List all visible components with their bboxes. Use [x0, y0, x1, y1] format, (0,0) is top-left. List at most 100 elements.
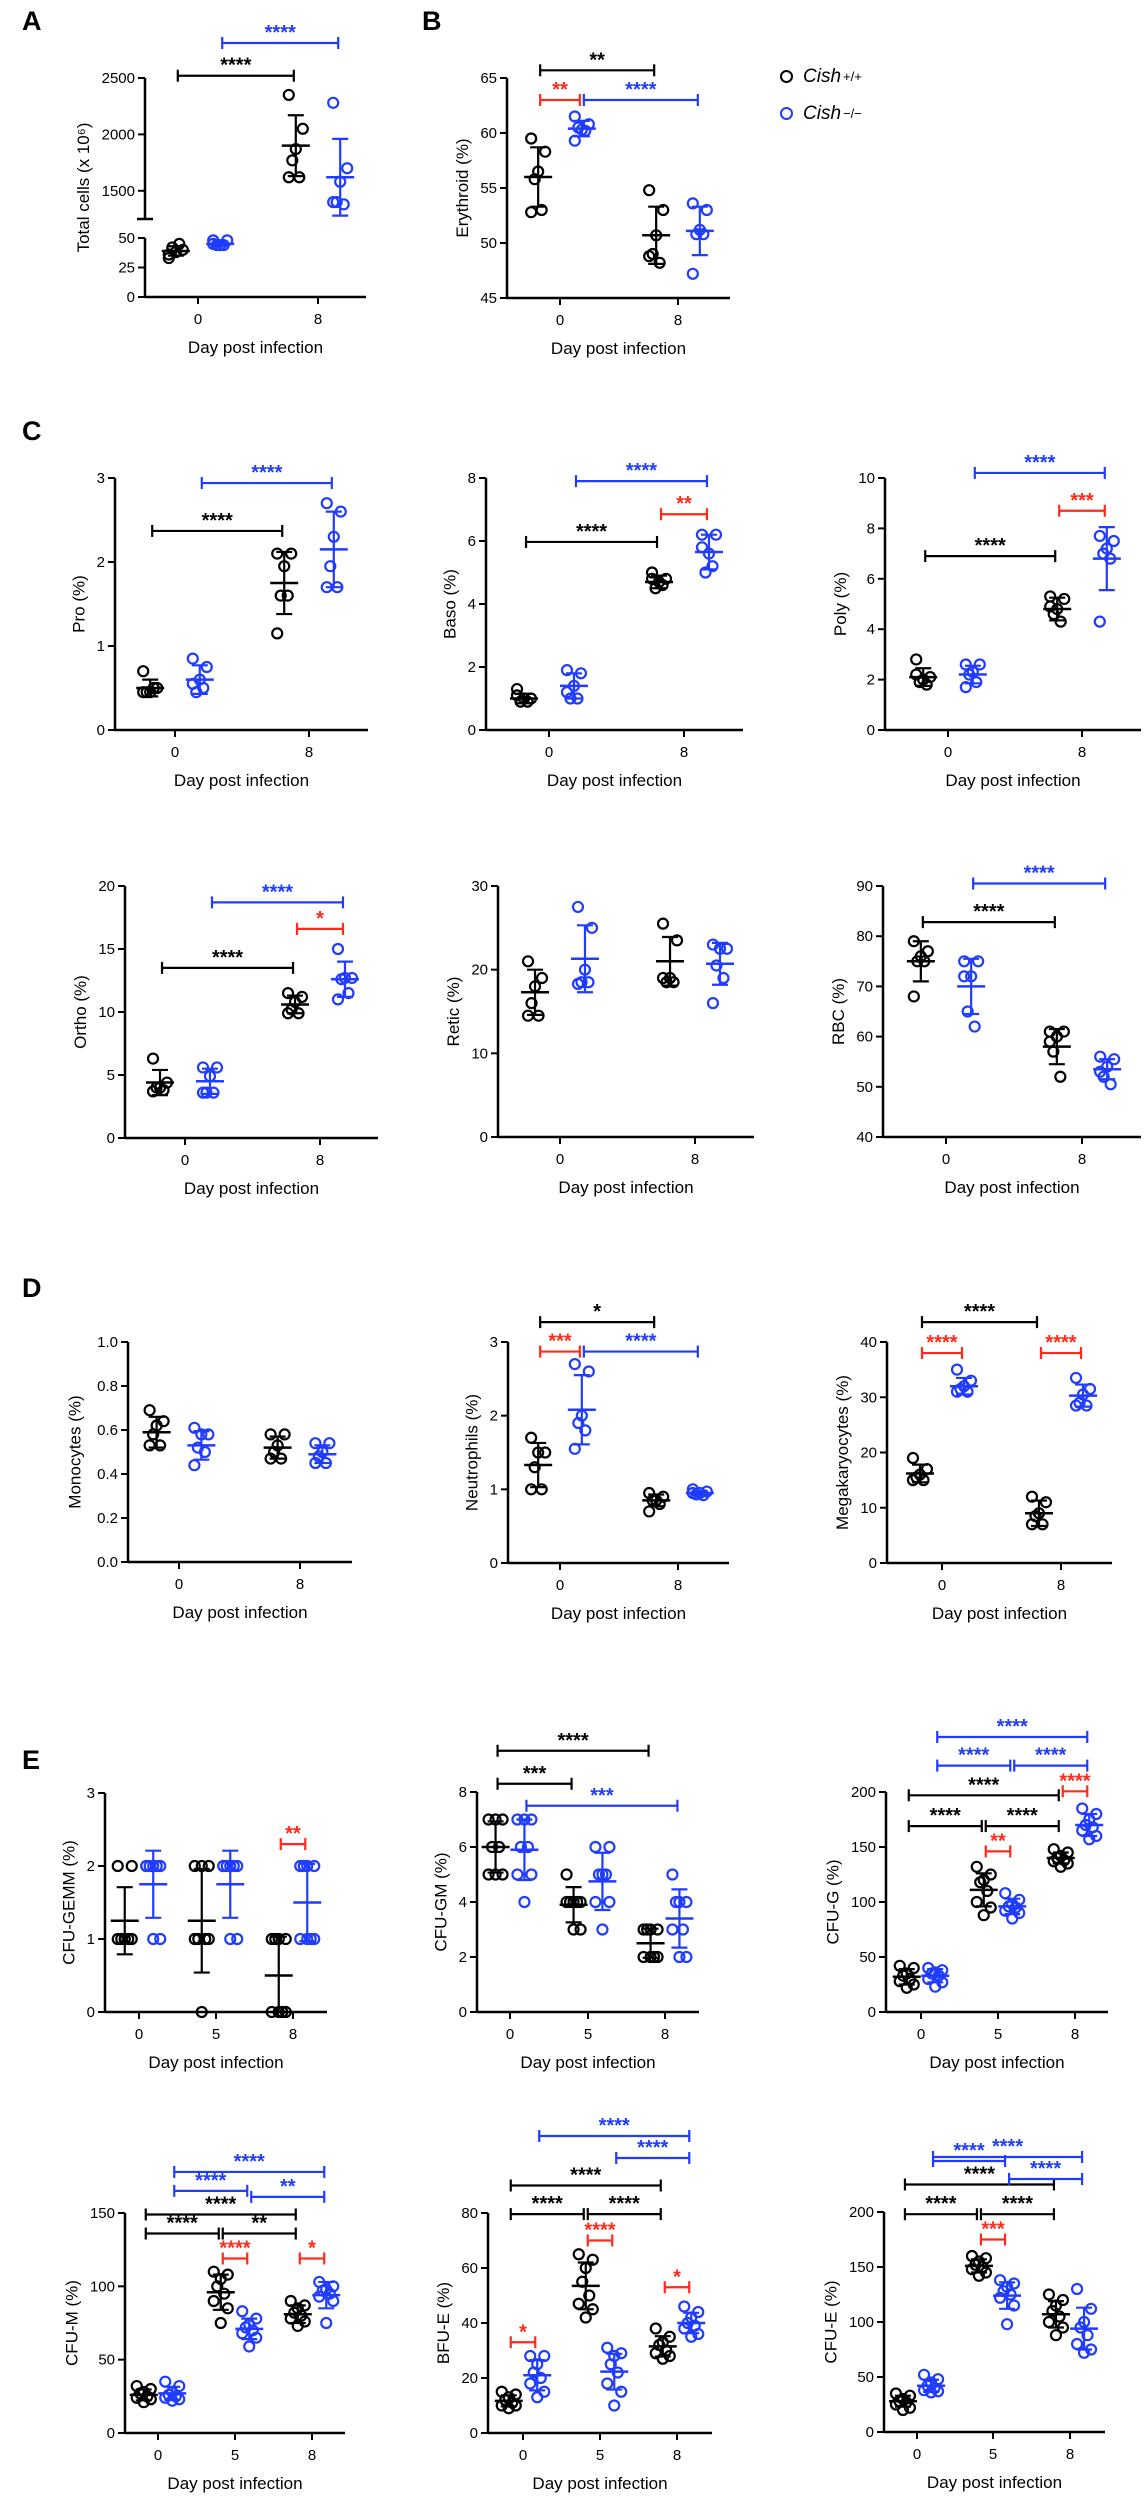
x-axis-label: Day post infection [184, 1179, 319, 1198]
y-tick-label: 0 [97, 722, 105, 739]
data-point [1049, 2329, 1063, 2342]
significance-bracket: **** [921, 901, 1056, 929]
data-group-knockout-day-0 [950, 1363, 979, 1398]
y-axis-label: CFU-GEMM (%) [60, 1840, 79, 1965]
y-tick-label: 4 [867, 621, 875, 638]
significance-label: **** [953, 2140, 984, 2162]
y-tick-label: 10 [858, 470, 875, 487]
significance-bracket: **** [582, 1331, 699, 1358]
data-point [961, 1005, 974, 1018]
data-group-knockout-day-0 [957, 955, 986, 1033]
data-group-knockout-day-5 [993, 2274, 1022, 2331]
significance-label: **** [532, 2193, 563, 2215]
y-tick-label: 40 [461, 2315, 478, 2332]
data-point [974, 1876, 987, 1889]
data-point [330, 195, 343, 209]
significance-label: **** [195, 2170, 226, 2192]
significance-bracket: **** [144, 2193, 297, 2221]
data-point [656, 917, 670, 930]
significance-label: * [593, 1301, 601, 1323]
data-point [1076, 1802, 1089, 1815]
y-tick-label: 0 [480, 1129, 488, 1146]
data-point [143, 1859, 156, 1873]
significance-bracket: **** [173, 2151, 326, 2178]
data-group-knockout-day-0 [510, 1813, 539, 1909]
data-point [125, 1859, 138, 1873]
data-group-knockout-day-5 [235, 2305, 264, 2353]
significance-bracket: **** [1007, 2158, 1084, 2185]
data-point [1104, 1078, 1117, 1091]
x-axis-label: Day post infection [174, 771, 309, 790]
y-tick-label: 1.0 [97, 1334, 118, 1351]
significance-bracket: **** [907, 1774, 1060, 1802]
data-point [327, 96, 340, 109]
x-tick-label: 8 [305, 744, 313, 761]
data-point [1093, 529, 1106, 543]
data-point [643, 250, 656, 263]
y-tick-label: 3 [87, 1785, 95, 1802]
significance-label: **** [925, 2193, 956, 2215]
data-group-wild-type-day-8 [636, 1923, 665, 1964]
significance-bracket: **** [1013, 1745, 1089, 1772]
significance-bracket: **** [936, 1745, 1012, 1772]
significance-bracket: **** [538, 2115, 691, 2142]
data-point [670, 934, 684, 947]
significance-bracket: * [295, 908, 345, 935]
y-tick-label: 55 [480, 180, 497, 197]
significance-label: *** [523, 1763, 547, 1785]
significance-bracket: **** [582, 79, 699, 106]
data-point [599, 1868, 613, 1881]
x-axis-label: Day post infection [520, 2053, 655, 2072]
x-tick-label: 8 [1071, 2026, 1079, 2043]
data-point [534, 2371, 547, 2385]
x-axis-label: Day post infection [551, 1604, 686, 1623]
data-point [958, 955, 971, 968]
significance-label: **** [992, 2136, 1023, 2158]
data-point [921, 945, 934, 958]
significance-bracket: **** [160, 947, 295, 974]
data-point [521, 955, 535, 968]
data-point [1093, 615, 1106, 628]
significance-bracket: * [298, 2237, 326, 2265]
y-tick-label: 100 [849, 2314, 874, 2331]
significance-label: **** [1045, 1332, 1076, 1354]
y-tick-label: 20 [98, 878, 115, 895]
significance-bracket: **** [936, 1716, 1089, 1743]
data-point [586, 2253, 599, 2266]
significance-label: **** [968, 1774, 999, 1796]
y-tick-label: 40 [860, 1334, 877, 1351]
data-group-knockout-day-8 [319, 497, 348, 594]
data-group-knockout-day-0 [139, 1849, 168, 1946]
data-point [282, 88, 295, 102]
significance-bracket: ** [984, 1830, 1012, 1858]
data-point [710, 959, 723, 972]
data-point [603, 1840, 616, 1854]
data-point [910, 668, 923, 681]
y-tick-label: 50 [118, 230, 135, 247]
data-point [198, 1445, 211, 1459]
x-tick-label: 5 [584, 2026, 592, 2043]
data-group-knockout-day-8 [665, 1868, 694, 1964]
data-group-wild-type-day-8 [648, 2322, 677, 2365]
data-group-wild-type-day-0 [906, 935, 935, 1003]
y-tick-label: 0 [868, 2004, 876, 2021]
x-tick-label: 8 [674, 1577, 682, 1594]
data-group-wild-type-day-0 [481, 1813, 510, 1881]
y-tick-label: 2 [97, 554, 105, 571]
data-group-knockout-day-8 [1075, 1802, 1104, 1846]
y-tick-label: 65 [480, 70, 497, 87]
data-point [188, 1932, 201, 1946]
data-point [312, 1450, 325, 1463]
significance-label: ** [285, 1823, 301, 1845]
data-point [1039, 1496, 1053, 1509]
y-tick-label: 0 [490, 1555, 498, 1572]
data-point [147, 1932, 160, 1946]
data-point [528, 1461, 541, 1474]
y-tick-label: 3 [97, 470, 105, 487]
significance-bracket: **** [586, 2193, 662, 2221]
data-point [968, 1020, 981, 1033]
chart-cfu-m: 0 50 100 150 0 5 8 Day post infection CFU-M (%) *… [63, 2151, 345, 2493]
y-tick-label: 150 [849, 2259, 874, 2276]
open-circle-marker-icon [780, 70, 793, 83]
